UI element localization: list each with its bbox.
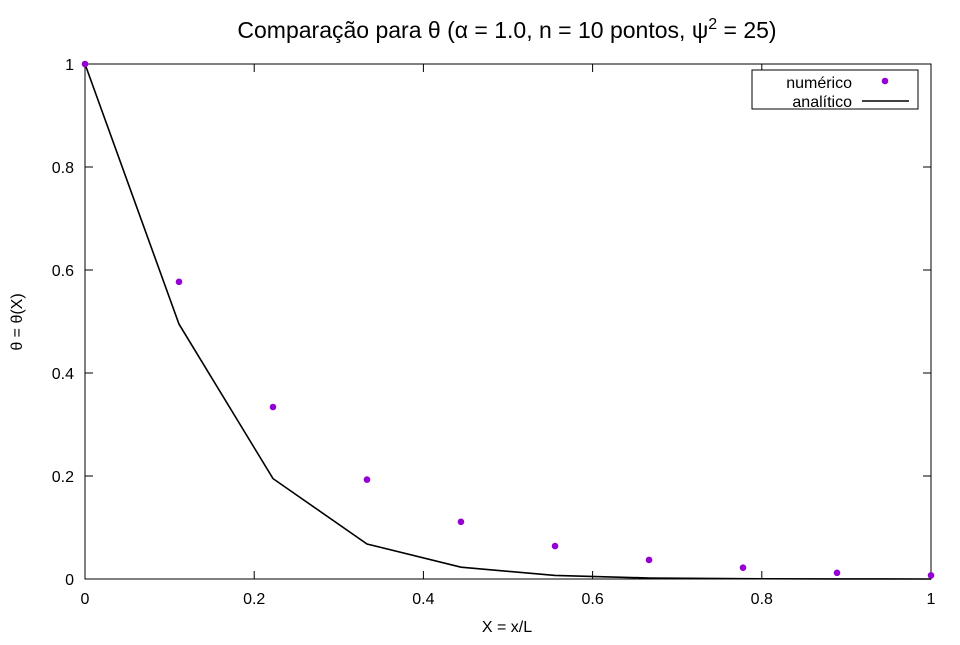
plot-area xyxy=(84,63,932,580)
x-tick-label: 0.4 xyxy=(412,591,434,608)
data-point-numerico xyxy=(645,556,653,564)
data-point-numerico xyxy=(81,60,89,68)
data-point-numerico xyxy=(457,518,465,526)
legend: numérico analítico xyxy=(751,69,919,111)
legend-box xyxy=(751,69,919,110)
data-point-numerico xyxy=(833,569,841,577)
data-point-numerico xyxy=(175,278,183,286)
data-point-numerico xyxy=(269,403,277,411)
data-point-numerico xyxy=(927,572,935,579)
chart-title-tail: = 25) xyxy=(717,17,776,43)
data-point-numerico xyxy=(551,542,559,550)
chart-title-main: Comparação para θ (α = 1.0, n = 10 ponto… xyxy=(237,17,708,43)
chart-title-sup: 2 xyxy=(708,16,717,33)
chart-title: Comparação para θ (α = 1.0, n = 10 ponto… xyxy=(237,16,776,43)
series-layer xyxy=(81,60,935,580)
axis-ticks: 0 0.2 0.4 0.6 0.8 1 0 0.2 0.4 0.6 0.8 1 xyxy=(52,57,936,608)
y-tick-label: 1 xyxy=(65,57,74,74)
y-tick-label: 0.6 xyxy=(52,263,74,280)
x-tick-label: 0.2 xyxy=(243,591,265,608)
x-tick-label: 0 xyxy=(81,591,90,608)
y-tick-label: 0.8 xyxy=(52,160,74,177)
x-axis-label: X = x/L xyxy=(482,619,532,636)
y-tick-label: 0 xyxy=(65,572,74,589)
y-tick-label: 0.2 xyxy=(52,469,74,486)
data-point-numerico xyxy=(739,564,747,571)
x-tick-label: 1 xyxy=(927,591,936,608)
legend-label: analítico xyxy=(792,94,852,111)
y-axis-label: θ = θ(X) xyxy=(9,293,26,350)
y-tick-label: 0.4 xyxy=(52,366,74,383)
legend-marker-numerico xyxy=(881,77,889,85)
plot-frame xyxy=(84,63,932,580)
x-tick-label: 0.6 xyxy=(581,591,603,608)
data-point-numerico xyxy=(363,476,371,483)
x-tick-label: 0.8 xyxy=(751,591,773,608)
legend-label: numérico xyxy=(786,75,852,92)
series-line-analitico xyxy=(84,63,932,580)
